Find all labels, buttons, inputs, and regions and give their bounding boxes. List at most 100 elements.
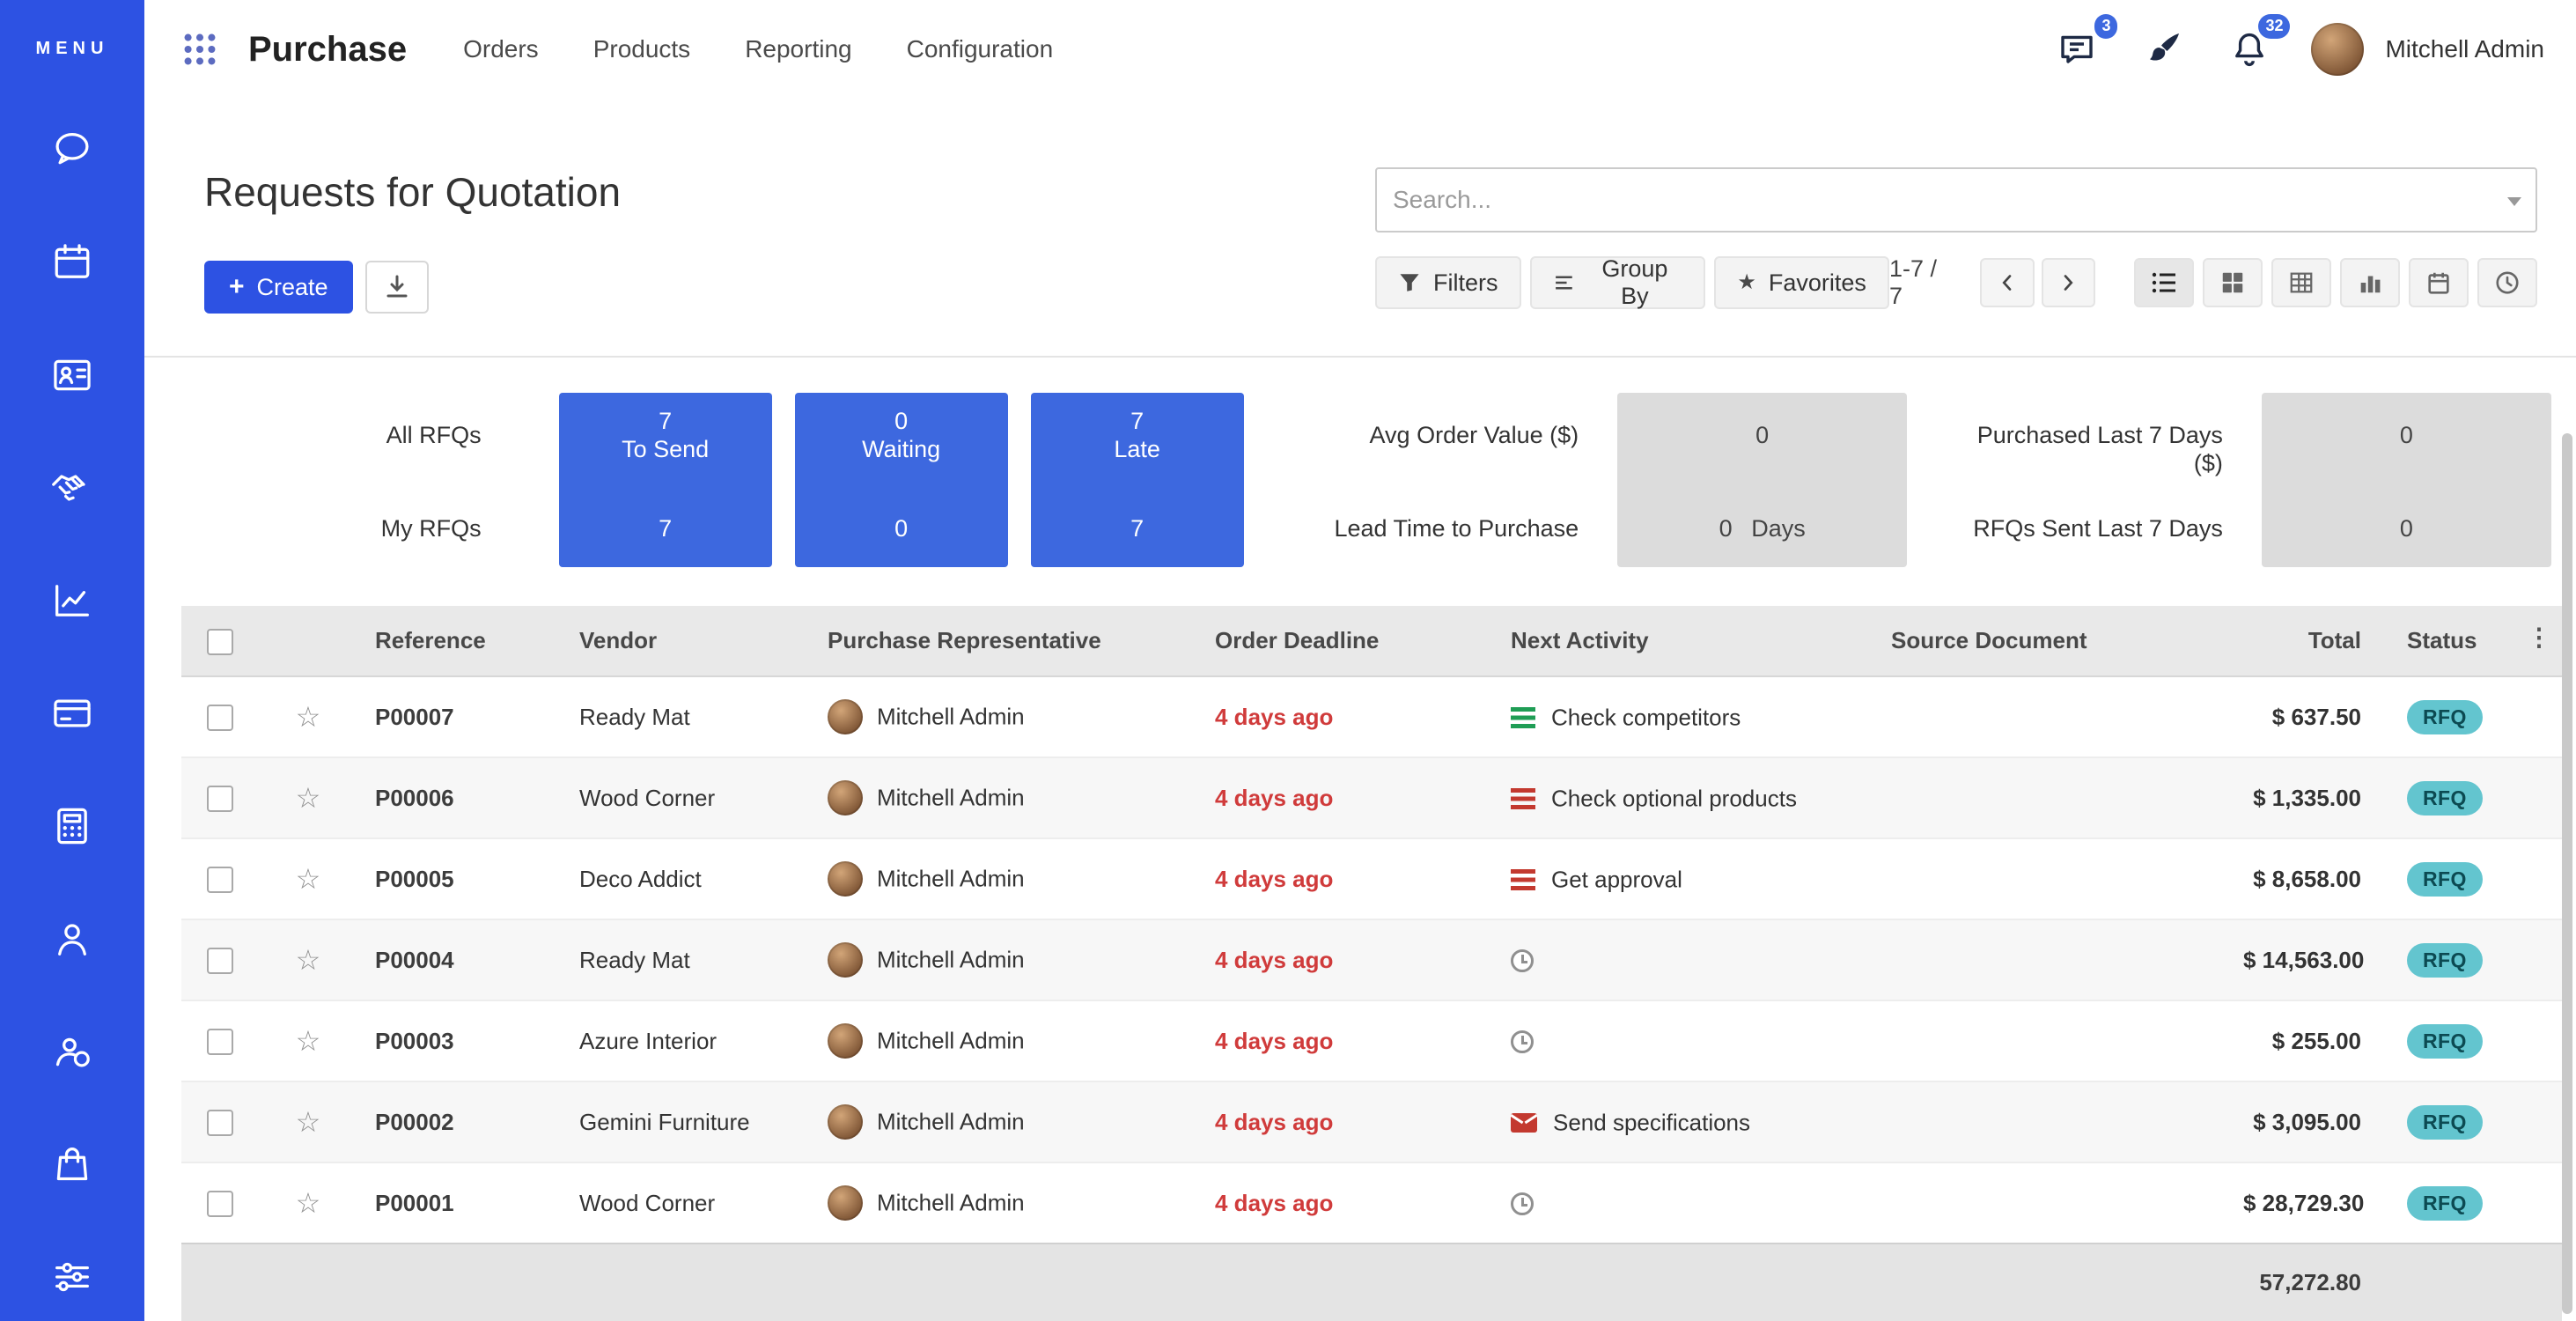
sidebar-item-sales[interactable]	[48, 577, 96, 624]
sidebar-app-icons	[48, 126, 96, 1301]
sidebar-item-settings[interactable]	[48, 1253, 96, 1301]
activity-icon[interactable]	[1511, 706, 1535, 728]
favorites-button[interactable]: ★ Favorites	[1714, 256, 1889, 309]
row-checkbox[interactable]	[207, 867, 233, 894]
dash-tile-waiting[interactable]: 0 Waiting 0	[794, 393, 1008, 567]
header-total[interactable]: Total	[2226, 606, 2389, 677]
activity-icon[interactable]	[1511, 868, 1535, 890]
activity-icon[interactable]	[1511, 1029, 1534, 1053]
table-row[interactable]: ☆ P00001 Wood Corner Mitchell Admin 4 da…	[181, 1162, 2562, 1244]
pager-next-button[interactable]	[2041, 258, 2096, 307]
table-row[interactable]: ☆ P00005 Deco Addict Mitchell Admin 4 da…	[181, 838, 2562, 919]
menu-orders[interactable]: Orders	[463, 35, 539, 63]
sidebar-item-invoicing[interactable]	[48, 690, 96, 737]
select-all-checkbox[interactable]	[207, 628, 233, 655]
control-panel: Requests for Quotation + Create	[144, 99, 2576, 356]
header-vendor[interactable]: Vendor	[562, 606, 810, 677]
user-name[interactable]: Mitchell Admin	[2385, 35, 2544, 63]
header-source-document[interactable]: Source Document	[1873, 606, 2226, 677]
line-chart-icon	[55, 585, 89, 616]
dash-tile-late[interactable]: 7 Late 7	[1030, 393, 1244, 567]
sidebar-item-calendar[interactable]	[48, 239, 96, 286]
theme-brush-button[interactable]	[2138, 25, 2188, 74]
sidebar-item-discuss[interactable]	[48, 126, 96, 173]
sidebar-item-referrals[interactable]	[48, 1028, 96, 1075]
avg-order-value: 0	[1755, 422, 1770, 448]
table-row[interactable]: ☆ P00007 Ready Mat Mitchell Admin 4 days…	[181, 675, 2562, 757]
app-title[interactable]: Purchase	[248, 29, 408, 69]
sidebar-item-employees[interactable]	[48, 915, 96, 963]
filters-button[interactable]: Filters	[1375, 256, 1521, 309]
to-send-all-count: 7	[659, 408, 673, 434]
sidebar-item-purchase[interactable]	[48, 1140, 96, 1188]
row-checkbox[interactable]	[207, 786, 233, 813]
favorite-star-icon[interactable]: ☆	[295, 1187, 321, 1219]
status-badge: RFQ	[2407, 942, 2483, 978]
favorite-star-icon[interactable]: ☆	[295, 1025, 321, 1057]
favorite-star-icon[interactable]: ☆	[295, 863, 321, 895]
activity-icon[interactable]	[1511, 948, 1534, 972]
header-reference[interactable]: Reference	[357, 606, 562, 677]
sidebar-item-accounting[interactable]	[48, 802, 96, 850]
sidebar-item-contacts[interactable]	[48, 351, 96, 399]
notifications-button[interactable]: 32	[2225, 14, 2291, 74]
view-list-button[interactable]	[2134, 258, 2194, 307]
dash-tile-to-send[interactable]: 7 To Send 7	[558, 393, 772, 567]
favorite-star-icon[interactable]: ☆	[295, 701, 321, 733]
row-checkbox[interactable]	[207, 1191, 233, 1218]
person-icon	[58, 924, 86, 956]
row-checkbox[interactable]	[207, 1110, 233, 1137]
header-next-activity[interactable]: Next Activity	[1493, 606, 1873, 677]
messages-button[interactable]: 3	[2052, 14, 2118, 74]
to-send-label: To Send	[622, 436, 710, 462]
optional-columns-toggle[interactable]: ⋮	[2527, 624, 2551, 651]
table-row[interactable]: ☆ P00002 Gemini Furniture Mitchell Admin…	[181, 1081, 2562, 1162]
activity-icon[interactable]	[1511, 787, 1535, 809]
rep-name: Mitchell Admin	[877, 1027, 1025, 1054]
dash-label-all-rfqs[interactable]: All RFQs	[386, 422, 482, 448]
favorite-star-icon[interactable]: ☆	[295, 782, 321, 814]
table-row[interactable]: ☆ P00004 Ready Mat Mitchell Admin 4 days…	[181, 919, 2562, 1000]
view-pivot-button[interactable]	[2271, 258, 2331, 307]
rfq-total: $ 1,335.00	[2253, 784, 2361, 811]
rfq-vendor: Azure Interior	[579, 1027, 718, 1054]
create-button[interactable]: + Create	[204, 261, 353, 314]
vertical-scrollbar[interactable]	[2562, 433, 2572, 1314]
favorite-star-icon[interactable]: ☆	[295, 944, 321, 976]
row-checkbox[interactable]	[207, 1029, 233, 1056]
rfq-reference: P00005	[375, 865, 454, 892]
table-row[interactable]: ☆ P00003 Azure Interior Mitchell Admin 4…	[181, 1000, 2562, 1081]
group-by-button[interactable]: Group By	[1529, 255, 1706, 309]
sidebar-item-crm[interactable]	[48, 464, 96, 512]
view-kanban-button[interactable]	[2203, 258, 2263, 307]
filter-funnel-icon	[1400, 274, 1419, 292]
pager-previous-button[interactable]	[1980, 258, 2035, 307]
dash-label-my-rfqs[interactable]: My RFQs	[380, 515, 482, 542]
order-deadline: 4 days ago	[1215, 946, 1334, 973]
search-dropdown-caret-icon[interactable]	[2507, 197, 2521, 213]
view-graph-button[interactable]	[2340, 258, 2400, 307]
table-row[interactable]: ☆ P00006 Wood Corner Mitchell Admin 4 da…	[181, 756, 2562, 838]
menu-configuration[interactable]: Configuration	[906, 35, 1054, 63]
export-button[interactable]	[364, 261, 429, 314]
apps-menu-button[interactable]	[173, 22, 227, 77]
view-activity-button[interactable]	[2477, 258, 2537, 307]
header-purchase-representative[interactable]: Purchase Representative	[810, 606, 1197, 677]
header-status[interactable]: Status ⋮	[2389, 606, 2562, 677]
rfqs-sent-7-days-value: 0	[2399, 515, 2413, 542]
row-checkbox[interactable]	[207, 948, 233, 975]
row-checkbox[interactable]	[207, 705, 233, 732]
apps-grid-icon	[184, 33, 216, 65]
activity-icon[interactable]	[1511, 1192, 1534, 1215]
menu-products[interactable]: Products	[592, 35, 691, 63]
view-calendar-button[interactable]	[2409, 258, 2469, 307]
favorite-star-icon[interactable]: ☆	[295, 1106, 321, 1138]
user-avatar[interactable]	[2311, 23, 2365, 76]
status-badge: RFQ	[2407, 1104, 2483, 1140]
search-input[interactable]	[1377, 169, 2536, 231]
menu-reporting[interactable]: Reporting	[745, 35, 852, 63]
activity-icon[interactable]	[1511, 1112, 1537, 1133]
menu-toggle[interactable]: MENU	[35, 39, 109, 58]
header-order-deadline[interactable]: Order Deadline	[1197, 606, 1493, 677]
